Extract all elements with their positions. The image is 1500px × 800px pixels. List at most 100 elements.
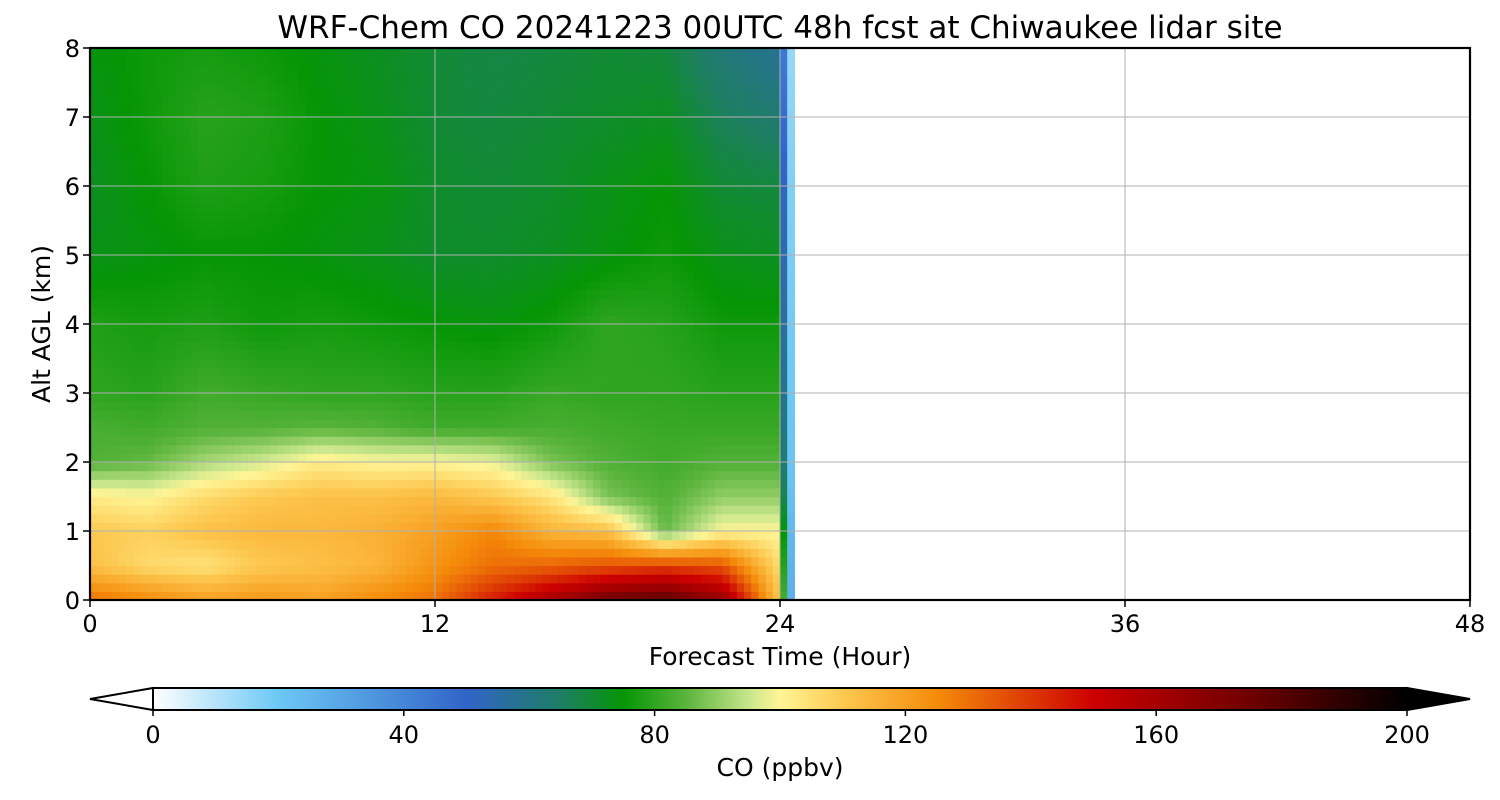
heatmap-cell: [334, 367, 343, 377]
heatmap-cell: [90, 341, 98, 351]
heatmap-cell: [212, 332, 220, 342]
heatmap-cell: [125, 65, 134, 75]
heatmap-cell: [535, 427, 544, 437]
heatmap-cell: [219, 65, 228, 75]
heatmap-cell: [384, 531, 393, 541]
heatmap-cell: [564, 108, 573, 118]
heatmap-cell: [334, 99, 343, 109]
heatmap-cell: [420, 315, 429, 325]
heatmap-cell: [442, 522, 450, 532]
heatmap-cell: [305, 453, 314, 463]
heatmap-cell: [456, 375, 465, 385]
heatmap-cell: [499, 513, 508, 523]
heatmap-cell: [262, 462, 271, 472]
heatmap-cell: [169, 513, 177, 523]
heatmap-cell: [492, 522, 501, 532]
heatmap-cell: [514, 479, 522, 489]
heatmap-cell: [233, 255, 242, 265]
heatmap-cell: [248, 298, 256, 308]
heatmap-cell: [305, 82, 314, 92]
heatmap-cell: [614, 591, 623, 601]
heatmap-cell: [492, 332, 501, 342]
heatmap-cell: [269, 522, 278, 532]
heatmap-cell: [161, 177, 170, 187]
heatmap-cell: [269, 496, 278, 506]
heatmap-cell: [384, 582, 393, 592]
heatmap-cell: [571, 117, 580, 127]
heatmap-cell: [284, 418, 292, 429]
heatmap-cell: [298, 315, 307, 325]
heatmap-cell: [255, 349, 264, 360]
heatmap-cell: [643, 151, 652, 161]
heatmap-cell: [629, 117, 637, 127]
heatmap-cell: [305, 246, 314, 256]
heatmap-cell: [629, 453, 637, 463]
heatmap-cell: [147, 186, 156, 196]
heatmap-cell: [607, 505, 616, 515]
heatmap-cell: [255, 462, 264, 472]
heatmap-cell: [226, 272, 235, 282]
heatmap-cell: [391, 358, 400, 368]
heatmap-cell: [205, 341, 213, 351]
heatmap-cell: [118, 142, 127, 153]
heatmap-cell: [176, 306, 185, 316]
heatmap-cell: [535, 229, 544, 239]
heatmap-cell: [435, 349, 443, 360]
heatmap-cell: [104, 48, 113, 58]
heatmap-cell: [334, 401, 343, 411]
heatmap-cell: [442, 99, 450, 109]
heatmap-cell: [607, 384, 616, 394]
heatmap-cell: [205, 229, 213, 239]
heatmap-cell: [499, 332, 508, 342]
heatmap-cell: [535, 582, 544, 592]
heatmap-cell: [470, 401, 479, 411]
heatmap-cell: [585, 48, 594, 58]
heatmap-cell: [629, 427, 637, 437]
heatmap-cell: [118, 220, 127, 230]
heatmap-cell: [154, 496, 163, 506]
heatmap-cell: [104, 203, 113, 213]
heatmap-cell: [492, 349, 501, 360]
heatmap-cell: [111, 531, 120, 541]
heatmap-cell: [140, 246, 149, 256]
heatmap-cell: [97, 487, 105, 498]
heatmap-cell: [276, 565, 285, 575]
heatmap-cell: [327, 160, 335, 170]
heatmap-cell: [355, 263, 364, 273]
heatmap-cell: [384, 298, 393, 308]
heatmap-cell: [255, 151, 264, 161]
heatmap-cell: [248, 246, 256, 256]
heatmap-cell: [528, 237, 537, 247]
heatmap-cell: [255, 427, 264, 437]
heatmap-cell: [334, 203, 343, 213]
heatmap-cell: [557, 418, 565, 429]
heatmap-cell: [90, 531, 98, 541]
heatmap-cell: [564, 453, 573, 463]
heatmap-cell: [205, 548, 213, 558]
heatmap-cell: [370, 203, 379, 213]
heatmap-cell: [269, 332, 278, 342]
heatmap-cell: [456, 444, 465, 454]
heatmap-cell: [621, 539, 630, 549]
heatmap-cell: [499, 99, 508, 109]
heatmap-cell: [614, 255, 623, 265]
heatmap-cell: [514, 73, 522, 84]
heatmap-cell: [161, 289, 170, 299]
heatmap-cell: [219, 487, 228, 498]
heatmap-cell: [327, 427, 335, 437]
heatmap-cell: [449, 194, 458, 204]
heatmap-cell: [176, 272, 185, 282]
heatmap-cell: [406, 220, 415, 230]
heatmap-cell: [169, 522, 177, 532]
heatmap-cell: [341, 479, 350, 489]
heatmap-cell: [305, 505, 314, 515]
heatmap-cell: [578, 194, 587, 204]
heatmap-cell: [478, 211, 486, 222]
heatmap-cell: [355, 418, 364, 429]
heatmap-cell: [276, 332, 285, 342]
heatmap-cell: [384, 246, 393, 256]
heatmap-cell: [90, 211, 98, 222]
heatmap-cell: [161, 298, 170, 308]
heatmap-cell: [183, 99, 192, 109]
heatmap-cell: [269, 73, 278, 84]
